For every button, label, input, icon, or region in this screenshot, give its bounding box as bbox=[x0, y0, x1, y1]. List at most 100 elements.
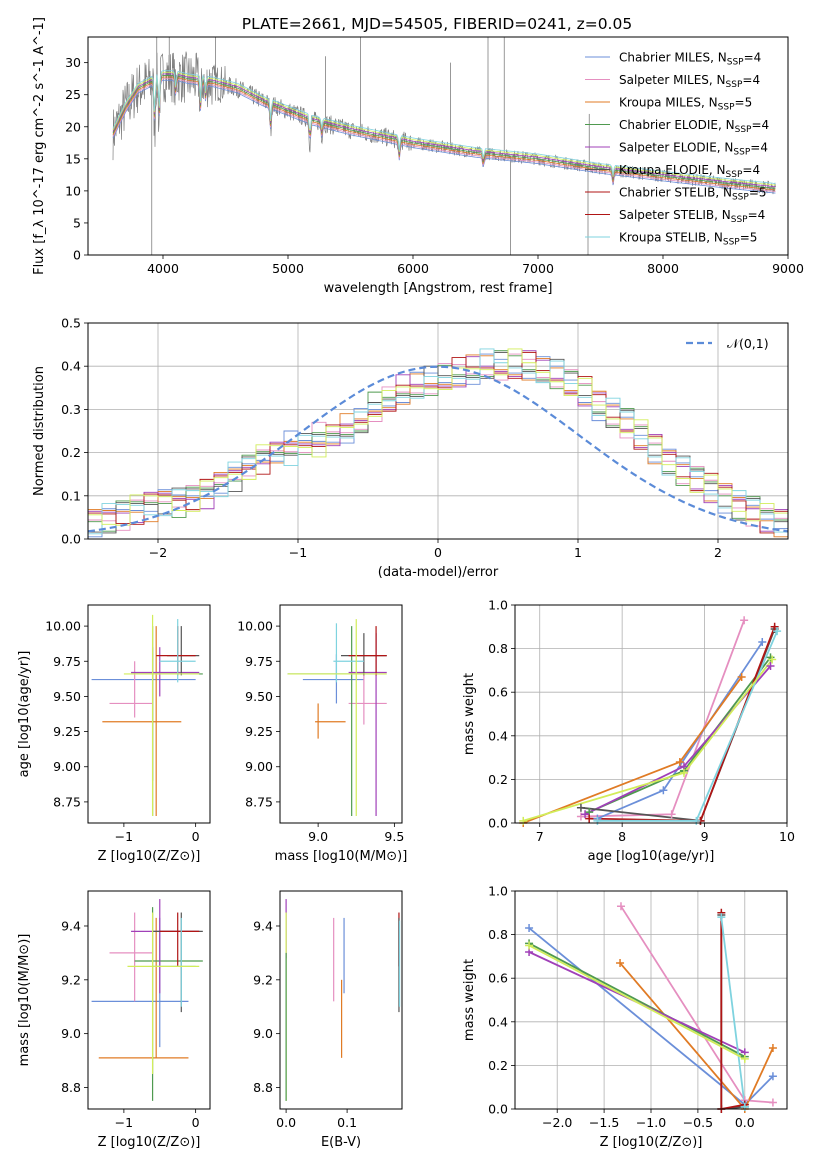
mass-weight-line bbox=[580, 619, 745, 818]
spectrum-legend: Chabrier MILES, NSSP=4 Salpeter MILES, NS… bbox=[585, 51, 769, 248]
y-tick-label: 0.6 bbox=[488, 685, 508, 700]
x-tick-label: 5000 bbox=[272, 261, 304, 276]
mass-weight-marker bbox=[740, 616, 749, 625]
x-tick-label: 7 bbox=[536, 829, 544, 844]
spectrum-model-line bbox=[112, 73, 776, 188]
histogram-step-line bbox=[88, 350, 788, 532]
y-tick-label: 9.75 bbox=[53, 654, 81, 669]
y-tick-label: 9.2 bbox=[253, 972, 273, 987]
legend-entry: Kroupa STELIB, NSSP=5 bbox=[619, 231, 757, 248]
y-tick-label: 9.2 bbox=[61, 972, 81, 987]
mass-weight-marker bbox=[581, 810, 590, 819]
y-tick-label: 9.75 bbox=[245, 654, 273, 669]
y-tick-label: 0.2 bbox=[488, 772, 508, 787]
x-tick-label: 0.0 bbox=[276, 1115, 296, 1130]
y-axis-label: Normed distribution bbox=[32, 366, 47, 496]
x-tick-label: −2.0 bbox=[542, 1115, 572, 1130]
y-tick-label: 5 bbox=[73, 215, 81, 230]
spectrum-model-line bbox=[112, 78, 776, 192]
y-tick-label: 8.8 bbox=[61, 1080, 81, 1095]
age_vs_Z-marks bbox=[91, 614, 203, 816]
mass-weight-marker bbox=[525, 924, 534, 933]
x-tick-label: 0.1 bbox=[337, 1115, 357, 1130]
mass-weight-marker bbox=[740, 1054, 749, 1063]
mass-weight-marker bbox=[768, 1043, 777, 1052]
y-tick-label: 0.6 bbox=[488, 971, 508, 986]
y-tick-label: 30 bbox=[65, 55, 81, 70]
massweight_vs_age-panel: 7 8 9 10 0.0 0.2 0.4 0.6 0.8 1.0 age [log10(age/yr… bbox=[462, 598, 795, 865]
y-axis-label: mass weight bbox=[462, 959, 477, 1041]
axes-frame bbox=[279, 604, 403, 824]
y-tick-label: 0.8 bbox=[488, 641, 508, 656]
plot-layer: 4000 5000 6000 7000 8000 9000051015202530wave… bbox=[17, 17, 804, 1150]
spectrum-panel: 4000 5000 6000 7000 8000 9000 0 5 10 15 20 25 30 wave… bbox=[32, 17, 804, 296]
y-tick-label: 0.2 bbox=[61, 445, 81, 460]
legend-entry: Salpeter MILES, NSSP=4 bbox=[619, 73, 760, 90]
histogram-step-line bbox=[88, 351, 788, 534]
mass-weight-line bbox=[528, 942, 746, 1058]
x-axis-label: E(B-V) bbox=[321, 1135, 361, 1150]
mass-weight-line bbox=[580, 628, 776, 822]
mass-weight-line bbox=[720, 912, 745, 1109]
mass-weight-marker bbox=[576, 803, 585, 812]
x-axis-label: Z [log10(Z/Z⊙)] bbox=[600, 1135, 703, 1150]
histogram-step-line bbox=[88, 350, 788, 532]
x-tick-label: 7000 bbox=[522, 261, 554, 276]
x-tick-label: 2 bbox=[714, 545, 722, 560]
y-axis-label: age [log10(age/yr)] bbox=[17, 651, 32, 778]
y-tick-label: 9.0 bbox=[61, 1026, 81, 1041]
x-axis-label: wavelength [Angstrom, rest frame] bbox=[324, 281, 553, 296]
spectrum-model-line bbox=[112, 79, 776, 194]
y-axis-label: mass weight bbox=[462, 673, 477, 755]
spectrum-model-line bbox=[112, 75, 776, 189]
legend-entry: Salpeter STELIB, NSSP=4 bbox=[619, 208, 765, 225]
y-axis-label: mass [log10(M/M⊙)] bbox=[17, 934, 32, 1067]
x-tick-label: 6000 bbox=[397, 261, 429, 276]
x-axis-label: Z [log10(Z/Z⊙)] bbox=[98, 1135, 201, 1150]
mass-weight-marker bbox=[576, 812, 585, 821]
mass-weight-marker bbox=[616, 958, 625, 967]
spectrum-model-line bbox=[112, 70, 776, 184]
massweight_vs_Z-panel: −2.0 −1.5 −1.0 −0.5 0.0 0.0 0.2 0.4 0.6 0.8 1.0 Z [… bbox=[462, 884, 788, 1150]
mass-weight-marker bbox=[667, 810, 676, 819]
normal-curve bbox=[88, 365, 788, 533]
y-tick-label: 0.0 bbox=[488, 1102, 508, 1117]
legend-entry: Chabrier STELIB, NSSP=5 bbox=[619, 186, 767, 203]
x-tick-label: 0 bbox=[192, 829, 200, 844]
mass-weight-marker bbox=[616, 902, 625, 911]
y-tick-label: 9.4 bbox=[253, 918, 273, 933]
y-tick-label: 9.25 bbox=[245, 724, 273, 739]
y-tick-label: 0.4 bbox=[61, 359, 81, 374]
residuals-panel: −2 −1 0 1 2 0.0 0.1 0.2 0.3 0.4 0.5 (data-model)/er… bbox=[32, 316, 789, 580]
axes-frame bbox=[87, 604, 211, 824]
mass-weight-marker bbox=[659, 786, 668, 795]
y-tick-label: 9.4 bbox=[61, 918, 81, 933]
y-tick-label: 9.50 bbox=[245, 689, 273, 704]
mass-weight-marker bbox=[692, 816, 701, 825]
y-tick-label: 9.25 bbox=[53, 724, 81, 739]
x-tick-label: −0.5 bbox=[683, 1115, 713, 1130]
y-tick-label: 10.00 bbox=[45, 619, 81, 634]
axes-frame bbox=[514, 890, 788, 1110]
y-tick-label: 0.0 bbox=[488, 816, 508, 831]
mass-weight-marker bbox=[766, 662, 775, 671]
x-tick-label: 9.5 bbox=[384, 829, 404, 844]
spectrum-marks bbox=[112, 37, 776, 255]
x-tick-label: 9.0 bbox=[308, 829, 328, 844]
histogram-step-line bbox=[88, 351, 788, 534]
mass-weight-line bbox=[528, 944, 746, 1060]
mass-weight-marker bbox=[768, 1072, 777, 1081]
y-tick-label: 25 bbox=[65, 87, 81, 102]
y-tick-label: 1.0 bbox=[488, 598, 508, 613]
y-tick-label: 10 bbox=[65, 183, 81, 198]
legend-entry: Kroupa MILES, NSSP=5 bbox=[619, 96, 752, 113]
legend-entry: Kroupa ELODIE, NSSP=4 bbox=[619, 163, 760, 180]
age_vs_Z-panel: −1 0 8.75 9.00 9.25 9.50 9.75 10.00 Z [log10(Z/Z… bbox=[17, 604, 211, 864]
residual-legend: 𝒩(0,1) bbox=[686, 336, 769, 351]
x-tick-label: −1 bbox=[115, 829, 133, 844]
x-axis-label: (data-model)/error bbox=[378, 565, 499, 580]
x-tick-label: −1.5 bbox=[589, 1115, 619, 1130]
mass_vs_EBV-panel: 0.0 0.1 8.8 9.0 9.2 9.4 E(B-V) bbox=[253, 890, 403, 1150]
mass_vs_Z-panel: −1 0 8.8 9.0 9.2 9.4 Z [log10(Z/Z⊙)] mass [log1… bbox=[17, 890, 211, 1150]
